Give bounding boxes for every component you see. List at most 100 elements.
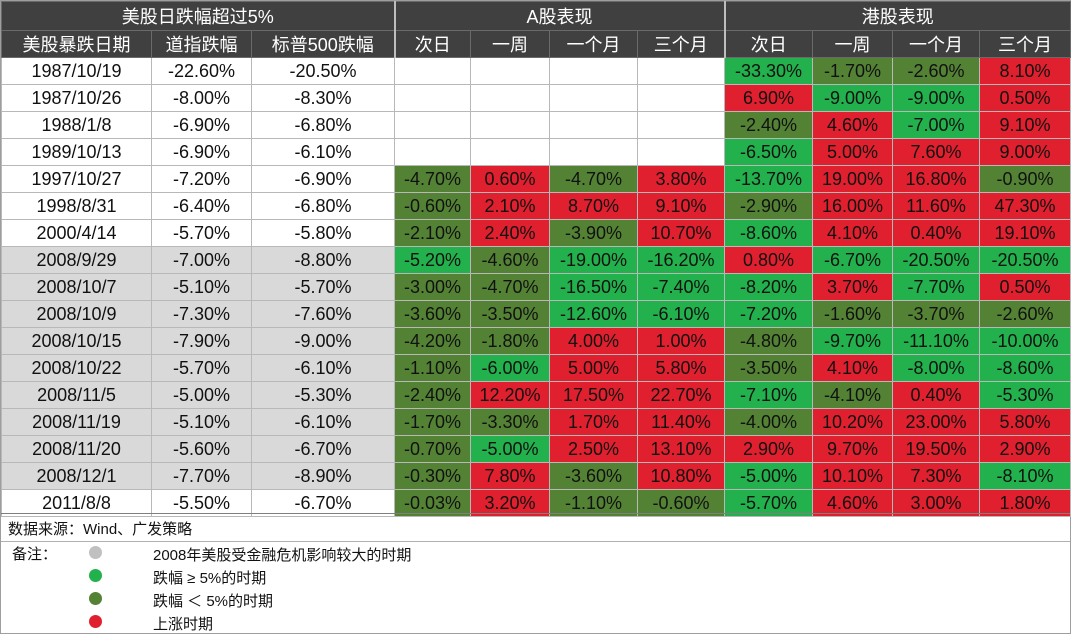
a-share-value-cell: -4.20% [394,327,471,355]
notes-divider [1,541,1070,542]
hk-value-cell: 3.70% [812,273,894,301]
a-share-value-cell: -7.40% [636,273,726,301]
hk-value-cell: -9.00% [892,84,981,112]
a-share-value-cell: -3.00% [394,273,471,301]
hk-value-cell: 0.80% [724,246,814,274]
a-share-value-cell: 10.80% [636,462,726,490]
hk-value-cell: 10.20% [812,408,894,436]
crash-date-cell: 2008/12/1 [1,462,152,490]
a-share-value-cell: -3.90% [549,219,638,247]
crash-date-cell: 2000/4/14 [1,219,152,247]
sp500-drop-cell: -6.80% [251,192,395,220]
a-share-value-cell: -0.60% [394,192,471,220]
a-share-value-cell: -16.20% [636,246,726,274]
table-row: 1998/8/31 -6.40% -6.80% -0.60% 2.10% 8.70% 9.1… [1,192,1071,220]
crash-date-cell: 2008/11/20 [1,435,152,463]
a-share-value-cell: -16.50% [549,273,638,301]
a-share-value-cell: 7.80% [470,462,550,490]
crash-date-cell: 1988/1/8 [1,111,152,139]
a-share-value-cell: 9.10% [636,192,726,220]
sp500-drop-cell: -8.80% [251,246,395,274]
a-share-value-cell: 2.40% [470,219,550,247]
sp500-drop-cell: -8.90% [251,462,395,490]
col-header-hk-quarter: 三个月 [979,30,1071,58]
sp500-drop-cell: -5.80% [251,219,395,247]
table-row: 2008/11/5 -5.00% -5.30% -2.40% 12.20% 17.50% 2… [1,381,1071,409]
hk-value-cell: -4.10% [812,381,894,409]
hk-value-cell: -3.70% [892,300,981,328]
notes-label: 备注： [12,546,58,563]
a-share-empty-cell [636,57,726,85]
col-header-a-next-day: 次日 [393,30,471,58]
table-row: 1987/10/26 -8.00% -8.30% 6.90% -9.00% -9.00% 0… [1,84,1071,112]
dow-drop-cell: -22.60% [151,57,252,85]
a-share-value-cell: -4.60% [470,246,550,274]
crash-date-cell: 2011/8/8 [1,489,152,517]
table-row: 1987/10/19 -22.60% -20.50% -33.30% -1.70% -2.… [1,57,1071,85]
hk-value-cell: 4.10% [812,219,894,247]
col-header-sp500: 标普500跌幅 [251,30,395,58]
hk-value-cell: -8.00% [892,354,981,382]
hk-value-cell: -10.00% [979,327,1071,355]
legend-item-rise: 上涨时期 [87,612,687,634]
dow-drop-cell: -5.00% [151,381,252,409]
hk-value-cell: -4.00% [724,408,814,436]
dow-drop-cell: -7.00% [151,246,252,274]
hk-value-cell: 11.60% [892,192,981,220]
crash-date-cell: 1997/10/27 [1,165,152,193]
hk-value-cell: -6.50% [724,138,814,166]
crash-date-cell: 2008/11/5 [1,381,152,409]
a-share-value-cell: -12.60% [549,300,638,328]
a-share-value-cell: 8.70% [549,192,638,220]
dow-drop-cell: -5.60% [151,435,252,463]
a-share-value-cell: -2.10% [394,219,471,247]
hk-value-cell: 0.50% [979,84,1071,112]
dow-drop-cell: -6.90% [151,138,252,166]
notes-section: 数据来源：Wind、广发策略 备注： 2008年美股受金融危机影响较大的时期 跌… [1,513,1070,634]
legend-item-drop-small: 跌幅 ＜ 5%的时期 [87,589,687,611]
col-header-a-week: 一周 [470,30,550,58]
legend-item-crisis: 2008年美股受金融危机影响较大的时期 [87,543,687,565]
hk-value-cell: 9.00% [979,138,1071,166]
hk-value-cell: 4.60% [812,489,894,517]
crash-date-cell: 2008/10/9 [1,300,152,328]
hk-value-cell: -0.90% [979,165,1071,193]
hk-value-cell: -1.70% [812,57,894,85]
a-share-value-cell: 0.60% [470,165,550,193]
table-row: 1989/10/13 -6.90% -6.10% -6.50% 5.00% 7.60% 9.… [1,138,1071,166]
hk-value-cell: -7.70% [892,273,981,301]
table-row: 2008/12/1 -7.70% -8.90% -0.30% 7.80% -3.60% 10… [1,462,1071,490]
sp500-drop-cell: -6.10% [251,138,395,166]
a-share-value-cell: -19.00% [549,246,638,274]
dow-drop-cell: -5.50% [151,489,252,517]
hk-value-cell: -6.70% [812,246,894,274]
a-share-value-cell: 12.20% [470,381,550,409]
a-share-value-cell: 10.70% [636,219,726,247]
col-header-hk-next-day: 次日 [723,30,814,58]
dow-drop-cell: -7.70% [151,462,252,490]
table-row: 2008/10/22 -5.70% -6.10% -1.10% -6.00% 5.00% 5… [1,354,1071,382]
us-group-header: 美股日跌幅超过5% [1,1,395,31]
hk-value-cell: -7.10% [724,381,814,409]
a-share-empty-cell [394,57,471,85]
data-source-note: 数据来源：Wind、广发策略 [8,521,193,538]
hk-value-cell: 3.00% [892,489,981,517]
hk-value-cell: -8.60% [979,354,1071,382]
dow-drop-cell: -8.00% [151,84,252,112]
hk-value-cell: -2.60% [979,300,1071,328]
dow-drop-cell: -5.10% [151,273,252,301]
a-share-group-header: A股表现 [393,1,726,31]
a-share-value-cell: -0.03% [394,489,471,517]
red-dot-icon [89,615,102,628]
a-share-value-cell: -0.30% [394,462,471,490]
hk-value-cell: -8.10% [979,462,1071,490]
crash-performance-table: 美股日跌幅超过5% A股表现 港股表现 美股暴跌日期 道指跌幅 标普500跌幅 … [1,1,1071,517]
hk-value-cell: 8.10% [979,57,1071,85]
a-share-value-cell: -1.80% [470,327,550,355]
hk-value-cell: 16.00% [812,192,894,220]
sp500-drop-cell: -7.60% [251,300,395,328]
a-share-value-cell: 1.70% [549,408,638,436]
hk-value-cell: 4.60% [812,111,894,139]
dark-green-dot-icon [89,592,102,605]
dow-drop-cell: -5.10% [151,408,252,436]
